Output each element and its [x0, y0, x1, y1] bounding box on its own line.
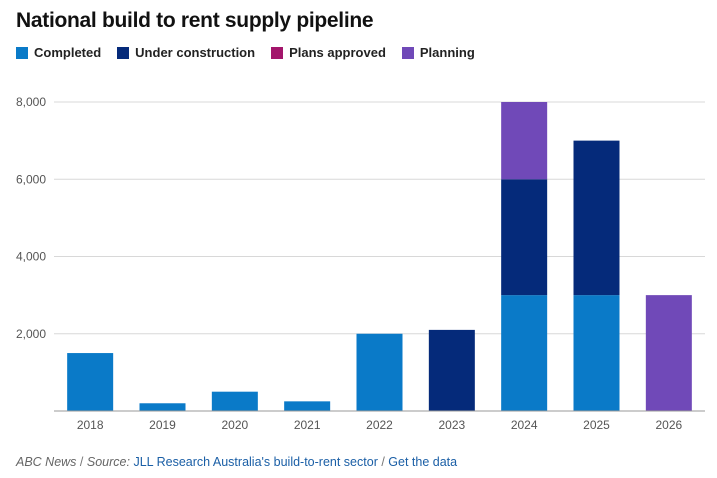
bar-completed: [501, 295, 548, 411]
y-tick-label: 6,000: [16, 172, 46, 186]
x-tick-label: 2023: [438, 418, 465, 432]
legend-label-completed: Completed: [34, 45, 102, 60]
x-tick-label: 2021: [294, 418, 321, 432]
legend-label-under-construction: Under construction: [135, 45, 256, 60]
bar-under-construction: [428, 329, 475, 411]
footer-separator: /: [79, 455, 87, 469]
legend-swatch-plans-approved: [271, 46, 284, 59]
bar-completed: [67, 353, 114, 411]
bar-planning: [645, 295, 692, 411]
legend-item-completed: Completed: [16, 45, 101, 60]
legend-swatch-planning: [401, 46, 414, 59]
y-tick-label: 4,000: [16, 250, 46, 264]
legend-item-planning: Planning: [401, 45, 475, 60]
y-tick-label: 2,000: [16, 327, 46, 341]
x-tick-label: 2024: [511, 418, 538, 432]
bar-under-construction: [573, 140, 620, 296]
footer-source-prefix: Source:: [86, 455, 130, 469]
bar-planning: [501, 102, 548, 180]
legend-item-under-construction: Under construction: [117, 45, 255, 60]
footer-separator-2: /: [381, 455, 389, 469]
x-tick-label: 2019: [149, 418, 176, 432]
bar-completed: [211, 391, 258, 411]
footer-data-link[interactable]: Get the data: [388, 455, 458, 469]
bar-chart: 2,000 4,000 6,000 8,000 2018 2019 2020 2021 2022…: [16, 95, 705, 432]
legend-label-planning: Planning: [419, 45, 475, 60]
bar-completed: [284, 401, 331, 411]
x-tick-label: 2026: [655, 418, 682, 432]
x-tick-label: 2020: [221, 418, 248, 432]
chart-title: National build to rent supply pipeline: [16, 9, 374, 32]
bar-completed: [139, 403, 186, 411]
footer-outlet: ABC News: [16, 455, 77, 469]
legend-item-plans-approved: Plans approved: [271, 45, 386, 60]
footer: ABC News / Source: JLL Research Australi…: [16, 455, 457, 469]
x-tick-label: 2025: [583, 418, 610, 432]
bar-under-construction: [501, 179, 548, 296]
legend-label-plans-approved: Plans approved: [289, 45, 386, 60]
legend: Completed Under construction Plans appro…: [16, 45, 475, 60]
x-tick-label: 2022: [366, 418, 393, 432]
x-tick-label: 2018: [77, 418, 104, 432]
bar-completed: [356, 333, 403, 411]
bar-completed: [573, 295, 620, 411]
legend-swatch-completed: [16, 46, 28, 59]
y-tick-label: 8,000: [16, 95, 46, 109]
legend-swatch-under-construction: [117, 46, 130, 59]
footer-source-link[interactable]: JLL Research Australia's build-to-rent s…: [133, 455, 378, 469]
